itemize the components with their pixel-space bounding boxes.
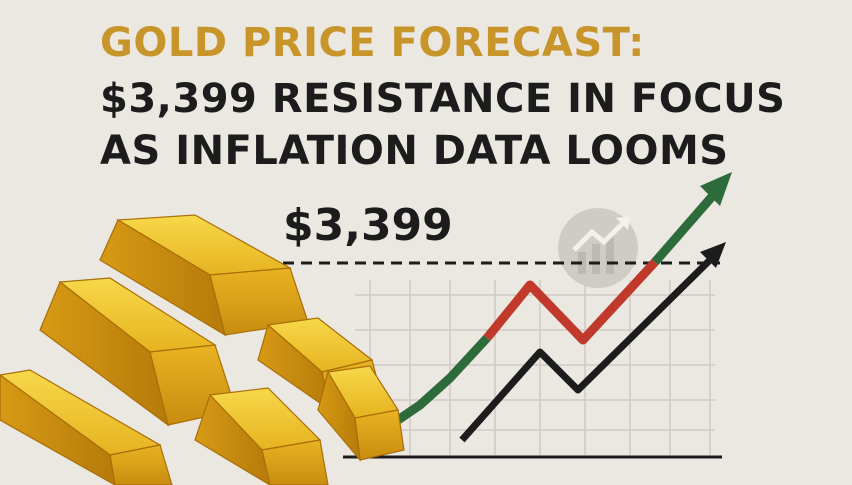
- price-label: $3,399: [283, 200, 453, 251]
- headline-line-3: AS INFLATION DATA LOOMS: [100, 128, 729, 174]
- headline-line-1: GOLD PRICE FORECAST:: [100, 20, 645, 66]
- gold-bars-illustration: [0, 214, 405, 485]
- chart-grid: [355, 280, 715, 455]
- chart-badge-icon: [558, 208, 638, 288]
- black-trend-arrow: [459, 242, 726, 443]
- headline-line-2: $3,399 RESISTANCE IN FOCUS: [100, 76, 786, 122]
- colored-trend-arrow: [395, 172, 732, 424]
